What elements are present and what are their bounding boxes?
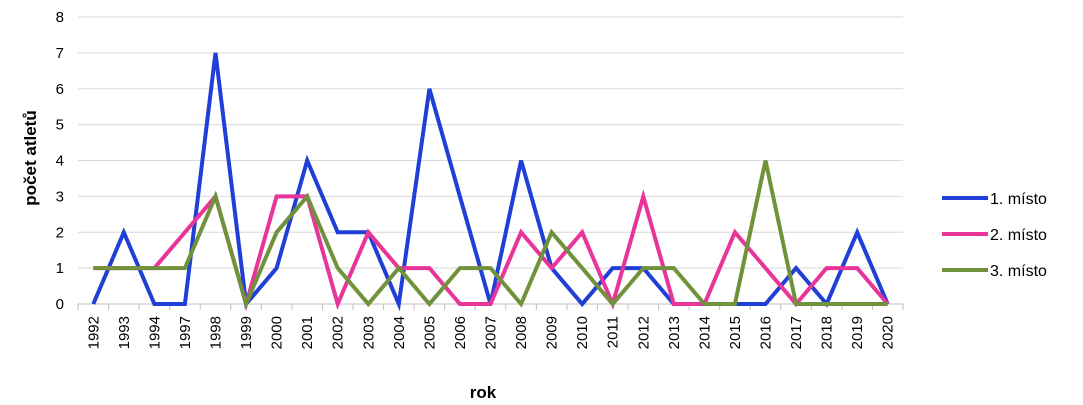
legend-label-2: 2. místo (990, 227, 1047, 244)
legend: 1. místo 2. místo 3. místo (942, 191, 1047, 280)
x-tick-label: 2020 (880, 316, 897, 349)
axes: 0 1 2 3 4 5 6 7 8 1992 1993 1994 1997 1998 1999 2000 200… (56, 9, 904, 349)
y-tick-label: 8 (56, 9, 64, 26)
x-tick-label: 2017 (788, 316, 805, 349)
x-tick-label: 2009 (544, 316, 561, 349)
x-tick-label: 1993 (116, 316, 133, 349)
x-tick-label: 2012 (635, 316, 652, 349)
x-tick-label: 1992 (85, 316, 102, 349)
x-tick-label: 1998 (208, 316, 225, 349)
x-tick-label: 2018 (819, 316, 836, 349)
x-tick-label: 2001 (299, 316, 316, 349)
x-tick-label: 2003 (360, 316, 377, 349)
y-axis-title: počet atletů (21, 110, 40, 205)
y-tick-label: 2 (56, 224, 64, 241)
series-line-3 (93, 160, 888, 310)
x-tick-label: 2010 (574, 316, 591, 349)
y-tick-label: 6 (56, 81, 64, 98)
x-tick-label: 1999 (238, 316, 255, 349)
series-lines (91, 52, 890, 312)
x-tick-label: 2008 (513, 316, 530, 349)
y-tick-label: 0 (56, 296, 64, 313)
x-tick-label: 2013 (666, 316, 683, 349)
y-tick-label: 1 (56, 260, 64, 277)
x-tick-label: 2019 (849, 316, 866, 349)
x-axis-title: rok (470, 383, 497, 402)
x-tick-label: 2005 (421, 316, 438, 349)
x-tick-label: 2002 (330, 316, 347, 349)
x-tick-label: 2004 (391, 316, 408, 349)
x-tick-label: 2015 (727, 316, 744, 349)
series-line-2 (93, 189, 890, 312)
x-tick-label: 2007 (483, 316, 500, 349)
x-tick-label: 2011 (605, 316, 622, 348)
legend-label-3: 3. místo (990, 263, 1047, 280)
y-tick-label: 4 (56, 153, 64, 170)
x-tick-label: 2016 (758, 316, 775, 349)
x-tick-label: 1997 (177, 316, 194, 349)
y-tick-label: 3 (56, 188, 64, 205)
y-tick-label: 5 (56, 117, 64, 134)
x-tick-label: 1994 (146, 316, 163, 349)
x-tick-label: 2006 (452, 316, 469, 349)
y-tick-label: 7 (56, 45, 64, 62)
legend-label-1: 1. místo (990, 191, 1047, 208)
x-tick-label: 2000 (269, 316, 286, 349)
x-tick-label: 2014 (696, 316, 713, 349)
